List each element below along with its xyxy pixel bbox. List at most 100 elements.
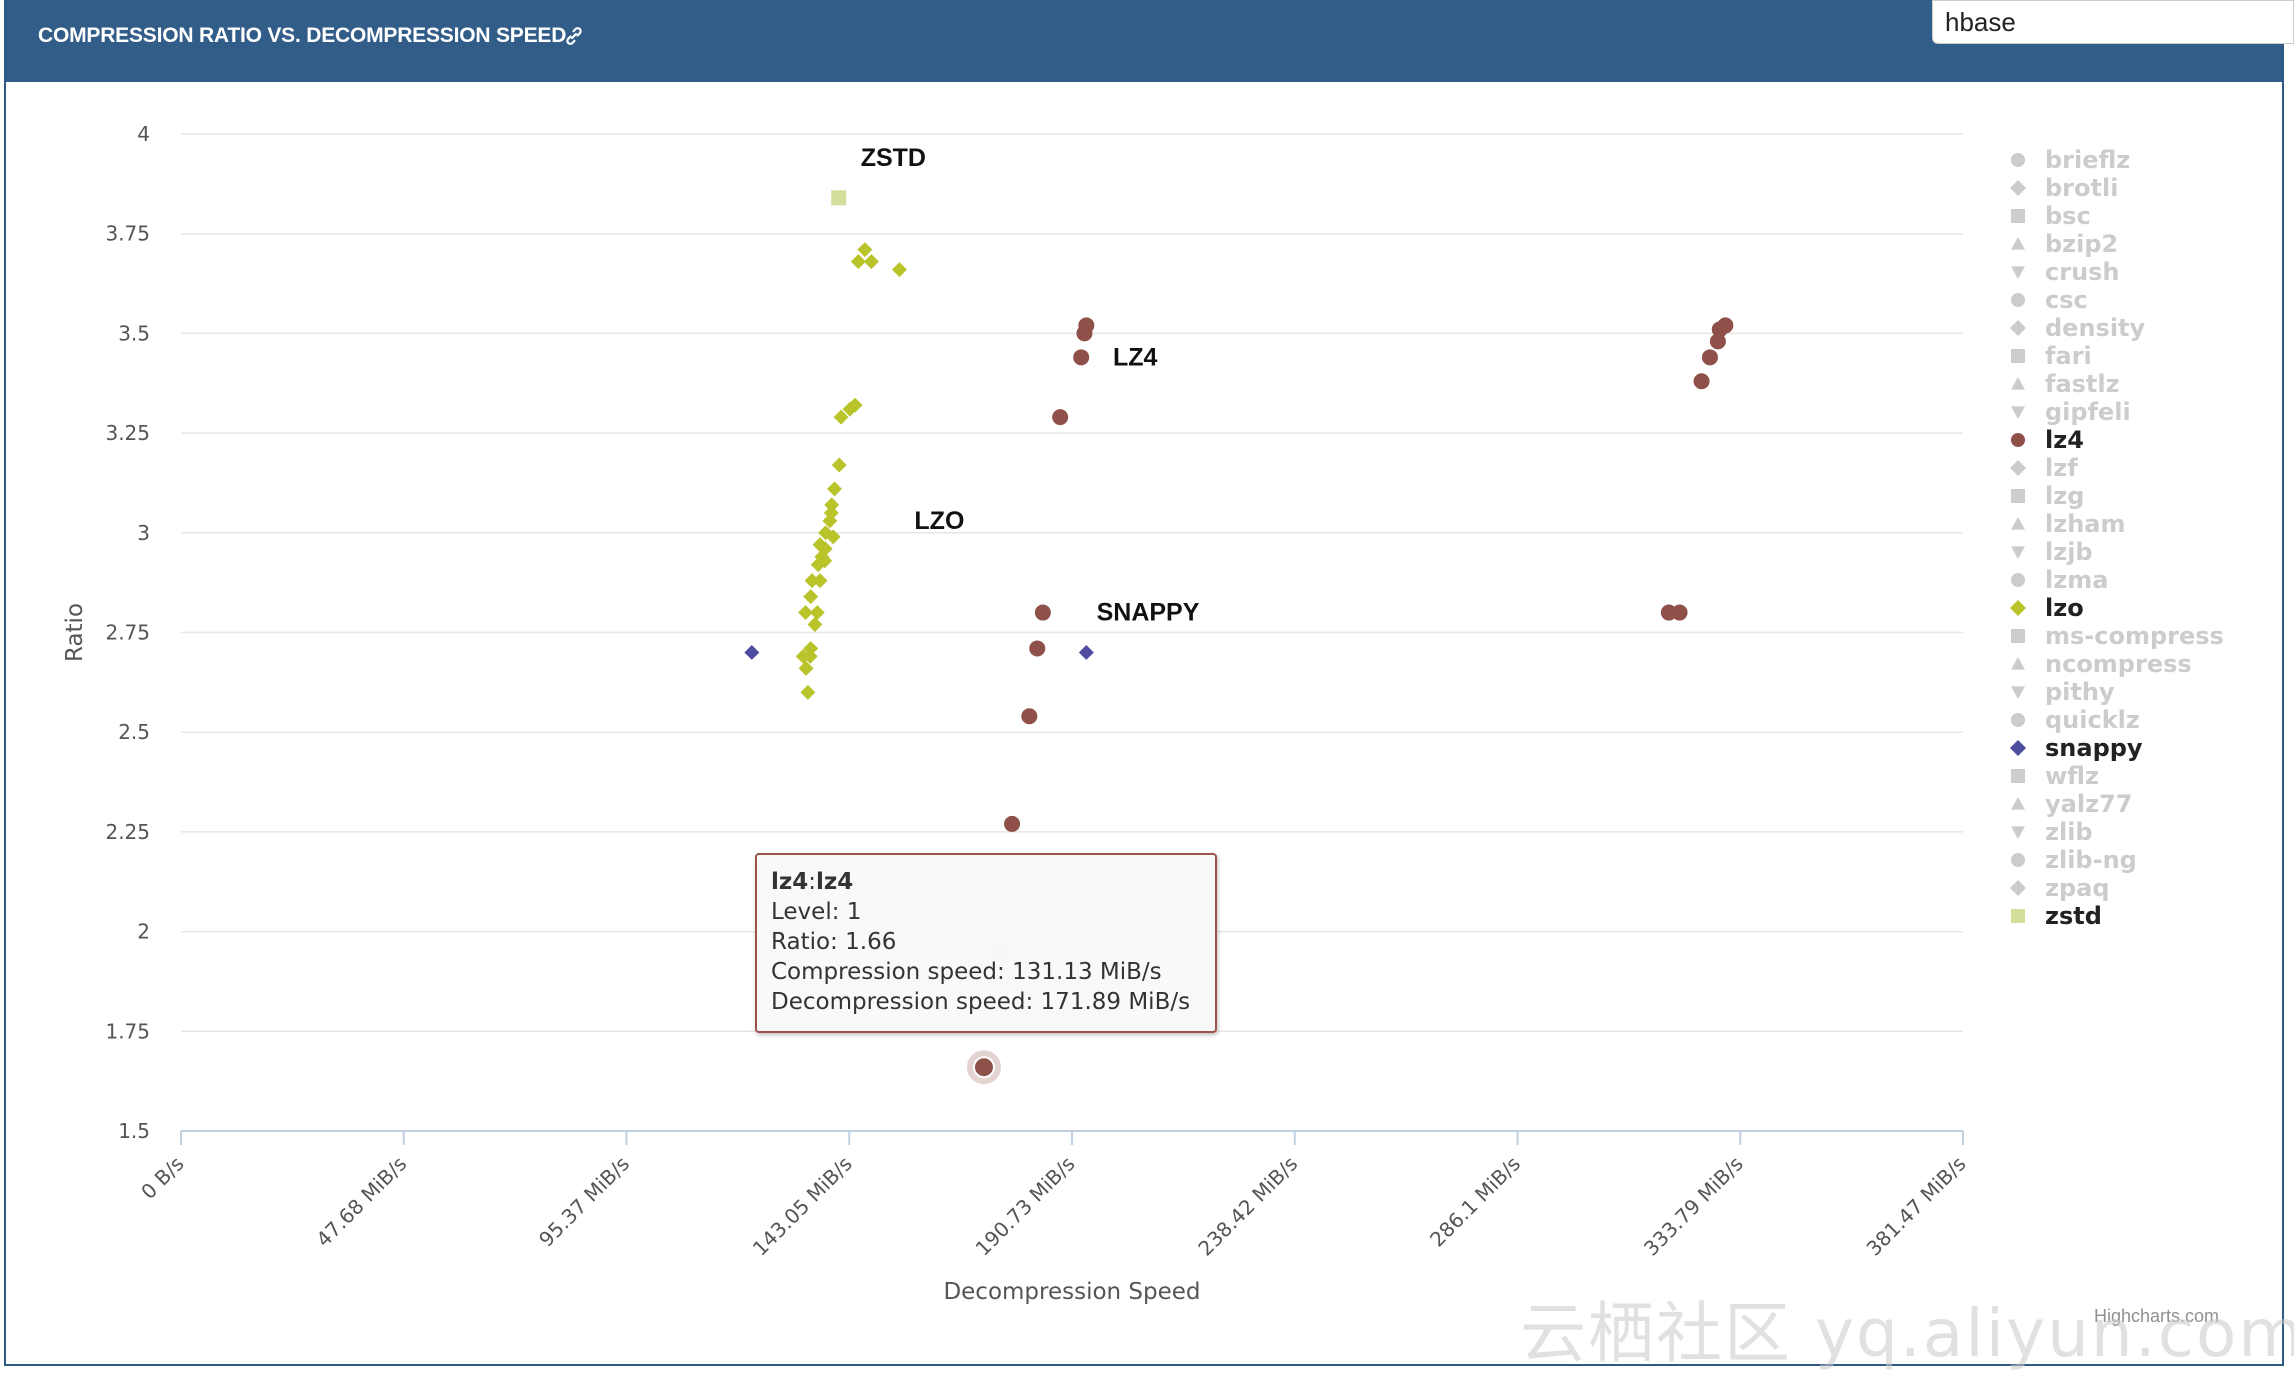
legend-symbol: [2011, 909, 2025, 923]
data-point: [802, 648, 818, 664]
legend-label: brieflz: [2045, 146, 2130, 174]
axes: 1.5 1.75 2 2.25 2.5 2.75 3 3.25 3.5 3.75 4 0 B/s 47.…: [62, 122, 1971, 1305]
legend-label: zstd: [2045, 902, 2102, 930]
data-point: [1076, 325, 1093, 342]
x-tick-label: 95.37 MiB/s: [534, 1152, 634, 1252]
legend-label: wflz: [2045, 762, 2099, 790]
legend-item-lz4[interactable]: lz4: [2011, 426, 2084, 454]
legend-item-gipfeli[interactable]: gipfeli: [2011, 398, 2131, 426]
data-point: [1029, 640, 1046, 657]
legend-item-zlib[interactable]: zlib: [2011, 818, 2093, 846]
legend-item-lzham[interactable]: lzham: [2011, 510, 2125, 538]
legend-label: lzf: [2045, 454, 2078, 482]
legend-item-lzg[interactable]: lzg: [2011, 482, 2084, 510]
legend-item-yalz77[interactable]: yalz77: [2011, 790, 2132, 818]
y-axis-title: Ratio: [62, 603, 88, 662]
data-point: [812, 573, 828, 589]
tooltip-name: lz4: [816, 869, 854, 895]
data-point: [825, 529, 841, 545]
tooltip-dspeed-label: Decompression speed:: [771, 989, 1041, 1015]
link-icon[interactable]: [562, 24, 586, 48]
y-tick-label: 2.5: [118, 720, 150, 744]
legend-item-zpaq[interactable]: zpaq: [2009, 874, 2110, 902]
data-point: [1709, 333, 1726, 350]
legend-item-lzma[interactable]: lzma: [2011, 566, 2108, 594]
data-point: [1671, 604, 1688, 621]
legend-label: bsc: [2045, 202, 2091, 230]
legend-item-fari[interactable]: fari: [2011, 342, 2092, 370]
legend-item-lzo[interactable]: lzo: [2009, 594, 2084, 622]
tooltip-ratio: 1.66: [845, 929, 897, 955]
legend-label: gipfeli: [2045, 398, 2131, 426]
data-point: [1711, 321, 1728, 338]
legend-item-zstd[interactable]: zstd: [2011, 902, 2102, 930]
legend-label: quicklz: [2045, 706, 2140, 734]
search-input[interactable]: [1932, 0, 2294, 44]
legend-symbol: [2009, 459, 2027, 477]
legend-symbol: [2011, 406, 2025, 419]
data-point: [798, 605, 814, 621]
legend-item-csc[interactable]: csc: [2011, 286, 2088, 314]
point-tooltip: lz4:lz4 Level: 1 Ratio: 1.66 Compression…: [755, 853, 1217, 1033]
legend-label: lzo: [2045, 594, 2084, 622]
legend-symbol: [2009, 599, 2027, 617]
x-tick-label: 333.79 MiB/s: [1639, 1152, 1748, 1261]
data-point: [1034, 604, 1051, 621]
legend-item-quicklz[interactable]: quicklz: [2011, 706, 2140, 734]
legend-item-zlib-ng[interactable]: zlib-ng: [2011, 846, 2137, 874]
data-point: [847, 397, 863, 413]
legend-item-bzip2[interactable]: bzip2: [2011, 230, 2118, 258]
series-zstd: [831, 190, 847, 206]
legend-item-crush[interactable]: crush: [2011, 258, 2120, 286]
data-point: [827, 481, 843, 497]
x-tick-label: 238.42 MiB/s: [1193, 1152, 1302, 1261]
series-lzo: [795, 242, 907, 700]
legend-symbol: [2011, 433, 2025, 447]
data-point: [1073, 349, 1090, 366]
panel-header: COMPRESSION RATIO VS. DECOMPRESSION SPEE…: [6, 0, 2282, 82]
data-point: [798, 660, 814, 676]
legend-item-density[interactable]: density: [2009, 314, 2146, 342]
legend-symbol: [2009, 739, 2027, 757]
legend-symbol: [2009, 879, 2027, 897]
y-tick-label: 1.75: [105, 1019, 150, 1043]
data-point: [744, 644, 760, 660]
legend-item-pithy[interactable]: pithy: [2011, 678, 2115, 706]
watermark: 云栖社区 yq.aliyun.com: [1520, 1295, 2294, 1372]
tooltip-level: 1: [846, 899, 862, 925]
legend-item-brieflz[interactable]: brieflz: [2011, 146, 2130, 174]
legend-item-wflz[interactable]: wflz: [2011, 762, 2099, 790]
legend-item-ncompress[interactable]: ncompress: [2011, 650, 2192, 678]
legend-item-bsc[interactable]: bsc: [2011, 202, 2091, 230]
legend-label: lzg: [2045, 482, 2084, 510]
legend-label: brotli: [2045, 174, 2118, 202]
legend-item-lzf[interactable]: lzf: [2009, 454, 2078, 482]
panel-title: COMPRESSION RATIO VS. DECOMPRESSION SPEE…: [38, 24, 567, 47]
data-point: [1701, 349, 1718, 366]
credits-link[interactable]: Highcharts.com: [2094, 1306, 2220, 1326]
series-annotation: LZO: [914, 507, 964, 535]
data-point: [812, 537, 828, 553]
y-tick-label: 2.25: [105, 820, 150, 844]
legend: brieflzbrotlibscbzip2crushcscdensityfari…: [2009, 146, 2224, 930]
tooltip-cspeed-label: Compression speed:: [771, 959, 1013, 985]
legend-label: csc: [2045, 286, 2088, 314]
legend-item-lzjb[interactable]: lzjb: [2011, 538, 2093, 566]
legend-item-snappy[interactable]: snappy: [2009, 734, 2143, 762]
y-tick-label: 3.75: [105, 222, 150, 246]
legend-label: ms-compress: [2045, 622, 2224, 650]
legend-symbol: [2011, 853, 2025, 867]
legend-symbol: [2011, 657, 2025, 670]
data-point: [1021, 708, 1038, 725]
legend-item-fastlz[interactable]: fastlz: [2011, 370, 2120, 398]
y-tick-label: 3.25: [105, 421, 150, 445]
legend-item-brotli[interactable]: brotli: [2009, 174, 2118, 202]
legend-symbol: [2011, 797, 2025, 810]
legend-label: yalz77: [2045, 790, 2132, 818]
legend-symbol: [2011, 573, 2025, 587]
data-point: [857, 242, 873, 258]
legend-label: zlib-ng: [2045, 846, 2137, 874]
data-point: [850, 254, 866, 270]
legend-item-ms-compress[interactable]: ms-compress: [2011, 622, 2224, 650]
